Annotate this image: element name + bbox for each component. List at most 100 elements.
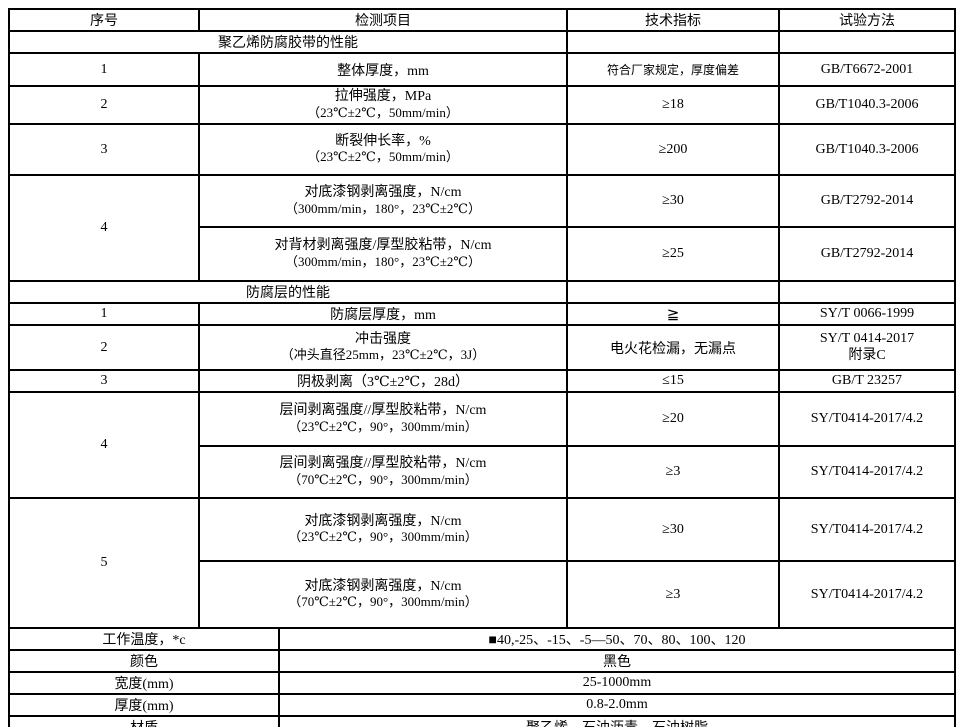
property-value: 25-1000mm [278,671,956,695]
property-row: 材质 聚乙烯、石油沥青、石油树脂 [8,715,956,727]
empty-cell [778,30,956,54]
indicator-cell: ≤15 [566,369,780,393]
method-cell: GB/T2792-2014 [778,226,956,282]
item-cell: 层间剥离强度//厚型胶粘带，N/cm （23℃±2℃，90°，300mm/min… [198,391,568,447]
table-row: 4 层间剥离强度//厚型胶粘带，N/cm （23℃±2℃，90°，300mm/m… [8,391,956,499]
indicator-cell: ≥25 [566,226,780,282]
method-cell: GB/T1040.3-2006 [778,123,956,176]
section-row: 防腐层的性能 [8,280,956,304]
method-cell: SY/T0414-2017/4.2 [778,445,956,499]
property-value: 聚乙烯、石油沥青、石油树脂 [278,715,956,727]
table-row: 5 对底漆钢剥离强度，N/cm （23℃±2℃，90°，300mm/min） ≥… [8,497,956,629]
property-row: 工作温度，*c ■40,-25、-15、-5—50、70、80、100、120 [8,627,956,651]
item-text: 对底漆钢剥离强度，N/cm [304,513,462,529]
item-cell: 整体厚度，mm [198,52,568,87]
method-cell: SY/T0414-2017/4.2 [778,497,956,562]
item-condition: （冲头直径25mm，23℃±2℃，3J） [280,347,486,363]
row-no: 1 [8,302,200,326]
empty-cell [566,280,780,304]
item-condition: （23℃±2℃，90°，300mm/min） [288,529,478,545]
row-no: 4 [8,391,200,499]
method-cell: GB/T2792-2014 [778,174,956,228]
item-condition: （23℃±2℃，50mm/min） [307,104,459,120]
table-row: 3 阴极剥离（3℃±2℃，28d） ≤15 GB/T 23257 [8,369,956,393]
indicator-cell: ≥18 [566,85,780,125]
indicator-cell: 符合厂家规定，厚度偏差 [566,52,780,87]
indicator-cell: ≥30 [566,174,780,228]
property-label: 颜色 [8,649,280,673]
spec-table: 序号 检测项目 技术指标 试验方法 聚乙烯防腐胶带的性能 1 整体厚度，mm 符… [8,8,956,727]
empty-cell [566,30,780,54]
item-cell: 断裂伸长率，% （23℃±2℃，50mm/min） [198,123,568,176]
method-cell: SY/T0414-2017/4.2 [778,560,956,629]
property-row: 颜色 黑色 [8,649,956,673]
property-label: 材质 [8,715,280,727]
row-no: 2 [8,85,200,125]
method-cell: GB/T1040.3-2006 [778,85,956,125]
item-text: 拉伸强度，MPa [334,89,432,105]
item-cell: 对底漆钢剥离强度，N/cm （300mm/min，180°，23℃±2℃） [198,174,568,228]
table-row: 层间剥离强度//厚型胶粘带，N/cm （70℃±2℃，90°，300mm/min… [9,445,956,499]
row-no: 1 [8,52,200,87]
property-value: 0.8-2.0mm [278,693,956,717]
table-row: 2 冲击强度 （冲头直径25mm，23℃±2℃，3J） 电火花检漏，无漏点 SY… [8,324,956,371]
header-method: 试验方法 [778,8,956,32]
method-cell: SY/T0414-2017/4.2 [778,391,956,447]
table-row: 对背材剥离强度/厚型胶粘带，N/cm （300mm/min，180°，23℃±2… [9,226,956,282]
row-no: 4 [8,174,200,282]
indicator-cell: ≥3 [566,560,780,629]
property-row: 厚度(mm) 0.8-2.0mm [8,693,956,717]
item-text: 层间剥离强度//厚型胶粘带，N/cm [279,403,487,419]
item-text: 阴极剥离（3℃±2℃，28d） [296,375,469,390]
item-cell: 层间剥离强度//厚型胶粘带，N/cm （70℃±2℃，90°，300mm/min… [198,445,568,499]
method-cell: SY/T 0414-2017 附录C [778,324,956,371]
indicator-cell: ≥3 [566,445,780,499]
indicator-cell: ≥30 [566,497,780,562]
header-indicator: 技术指标 [566,8,780,32]
item-cell: 对底漆钢剥离强度，N/cm （70℃±2℃，90°，300mm/min） [198,560,568,629]
table-row: 4 对底漆钢剥离强度，N/cm （300mm/min，180°，23℃±2℃） … [8,174,956,282]
method-cell: GB/T6672-2001 [778,52,956,87]
item-text: 断裂伸长率，% [335,133,431,149]
item-condition: （300mm/min，180°，23℃±2℃） [285,253,481,269]
item-condition: （70℃±2℃，90°，300mm/min） [288,471,478,487]
row-no: 3 [8,369,200,393]
property-value: 黑色 [278,649,956,673]
header-no: 序号 [8,8,200,32]
item-cell: 阴极剥离（3℃±2℃，28d） [198,369,568,393]
method-text: SY/T 0414-2017 [819,331,915,347]
row-no: 2 [8,324,200,371]
section-title: 聚乙烯防腐胶带的性能 [8,30,568,54]
property-value: ■40,-25、-15、-5—50、70、80、100、120 [278,627,956,651]
indicator-cell: 电火花检漏，无漏点 [566,324,780,371]
method-text: 附录C [848,347,886,363]
item-cell: 对背材剥离强度/厚型胶粘带，N/cm （300mm/min，180°，23℃±2… [198,226,568,282]
item-condition: （23℃±2℃，90°，300mm/min） [288,418,478,434]
item-cell: 拉伸强度，MPa （23℃±2℃，50mm/min） [198,85,568,125]
indicator-cell: ≥20 [566,391,780,447]
method-cell: SY/T 0066-1999 [778,302,956,326]
item-cell: 冲击强度 （冲头直径25mm，23℃±2℃，3J） [198,324,568,371]
item-text: 对背材剥离强度/厚型胶粘带，N/cm [274,238,492,254]
item-condition: （70℃±2℃，90°，300mm/min） [288,594,478,610]
table-row: 1 整体厚度，mm 符合厂家规定，厚度偏差 GB/T6672-2001 [8,52,956,87]
property-row: 宽度(mm) 25-1000mm [8,671,956,695]
row-no: 5 [8,497,200,629]
item-text: 冲击强度 [355,331,411,347]
table-header-row: 序号 检测项目 技术指标 试验方法 [8,8,956,32]
section-title: 防腐层的性能 [8,280,568,304]
item-text: 对底漆钢剥离强度，N/cm [304,578,462,594]
table-row: 对底漆钢剥离强度，N/cm （70℃±2℃，90°，300mm/min） ≥3 … [9,560,956,629]
section-row: 聚乙烯防腐胶带的性能 [8,30,956,54]
indicator-cell: ≥200 [566,123,780,176]
item-text: 对底漆钢剥离强度，N/cm [304,185,462,201]
item-condition: （23℃±2℃，50mm/min） [307,149,459,165]
property-label: 工作温度，*c [8,627,280,651]
item-condition: （300mm/min，180°，23℃±2℃） [285,200,481,216]
row-no: 3 [8,123,200,176]
table-row: 1 防腐层厚度，mm ≧ SY/T 0066-1999 [8,302,956,326]
method-cell: GB/T 23257 [778,369,956,393]
item-text: 防腐层厚度，mm [330,308,436,323]
property-label: 宽度(mm) [8,671,280,695]
